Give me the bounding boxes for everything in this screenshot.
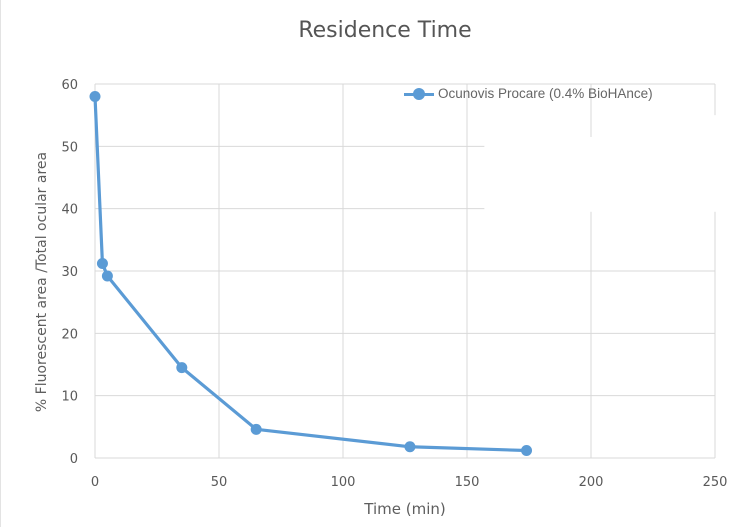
data-point [250, 423, 262, 435]
data-point [101, 270, 113, 282]
legend: Ocunovis Procare (0.4% BioHAnce) [404, 86, 653, 101]
data-point [89, 90, 101, 102]
y-tick-label: 50 [61, 140, 78, 155]
series-layer [89, 90, 533, 457]
x-tick-label: 50 [211, 475, 228, 490]
x-tick-label: 150 [455, 475, 480, 490]
x-axis-title: Time (min) [364, 500, 446, 518]
chart-title: Residence Time [298, 18, 472, 43]
y-tick-label: 60 [61, 78, 78, 93]
y-tick-label: 10 [61, 390, 78, 405]
gridlines [94, 83, 716, 459]
tick-labels: 0 10 20 30 40 50 60 0 50 100 150 200 250 [61, 78, 727, 490]
y-tick-label: 30 [61, 265, 78, 280]
data-point [176, 362, 188, 374]
y-tick-label: 20 [61, 327, 78, 342]
data-point [521, 445, 533, 457]
y-tick-label: 0 [70, 452, 78, 467]
x-tick-label: 250 [703, 475, 728, 490]
legend-marker-icon [404, 87, 434, 101]
y-tick-label: 40 [61, 203, 78, 218]
x-tick-label: 200 [579, 475, 604, 490]
series-line [93, 94, 529, 453]
grid-gap [625, 115, 717, 212]
legend-label: Ocunovis Procare (0.4% BioHAnce) [438, 86, 653, 101]
grid-gap [484, 136, 641, 212]
data-point [96, 258, 108, 270]
gridline-mask [484, 115, 717, 212]
x-tick-label: 100 [331, 475, 356, 490]
x-tick-label: 0 [91, 475, 99, 490]
data-point [404, 441, 416, 453]
